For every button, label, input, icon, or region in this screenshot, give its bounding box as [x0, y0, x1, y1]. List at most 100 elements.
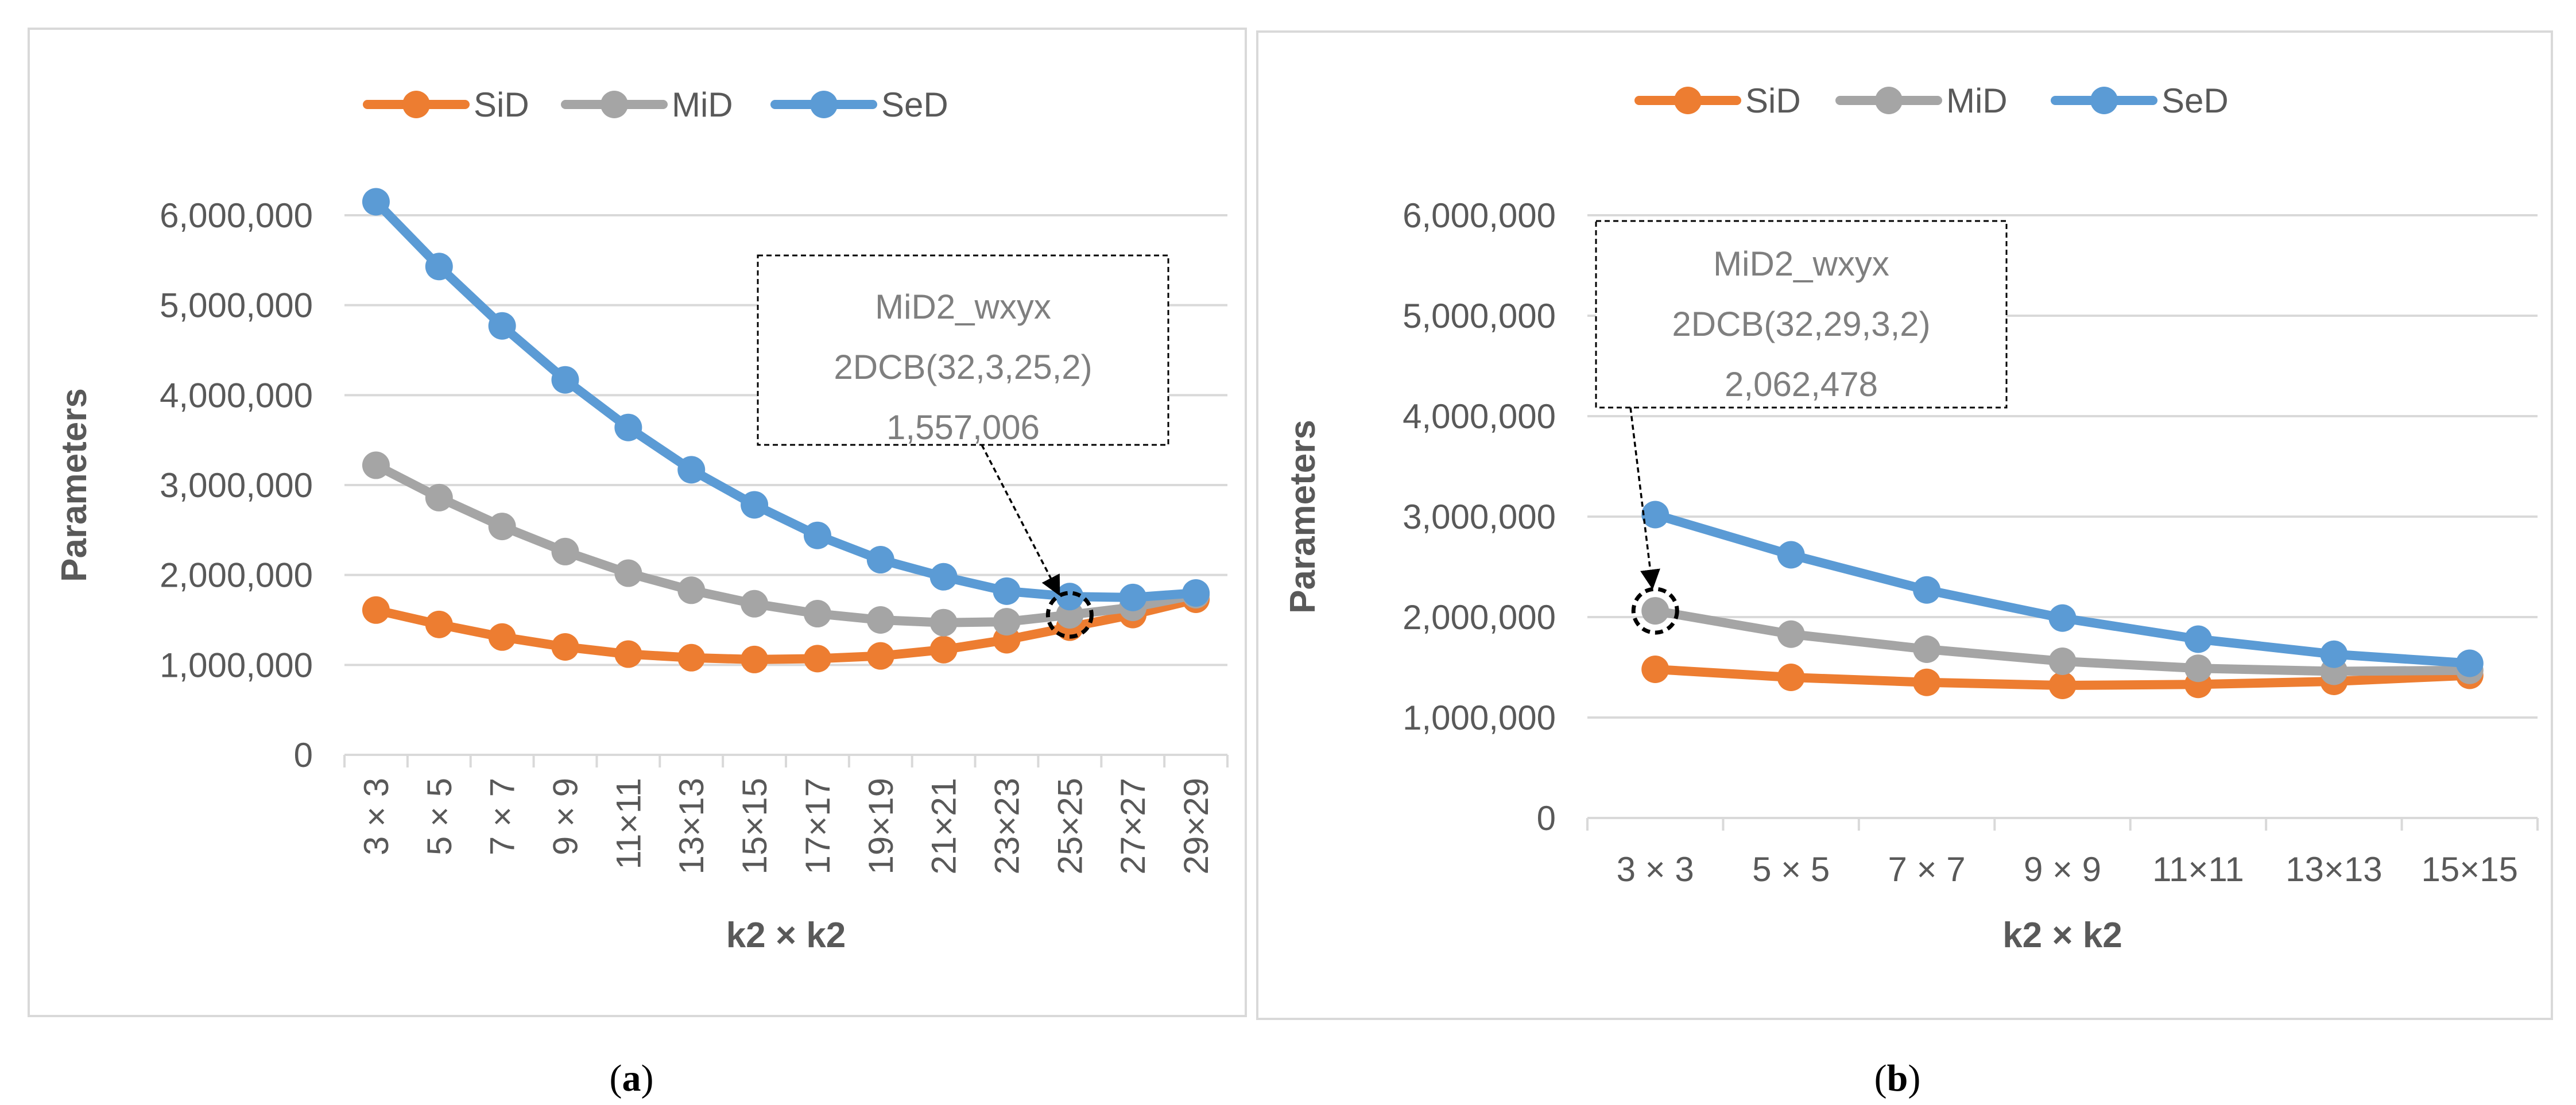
data-point-sed — [1641, 501, 1669, 529]
x-tick-label: 9 × 9 — [547, 778, 585, 855]
x-tick-label: 21×21 — [925, 778, 963, 875]
annotation-line: 2DCB(32,3,25,2) — [834, 348, 1092, 386]
annotation-box — [1595, 220, 2008, 409]
y-tick-label: 5,000,000 — [1403, 297, 1556, 335]
data-point-sed — [929, 563, 958, 591]
caption-a: (a) — [610, 1057, 654, 1099]
x-tick-label: 5 × 5 — [420, 778, 459, 855]
data-point-sed — [362, 188, 390, 216]
x-tick-label: 3 × 3 — [357, 778, 396, 855]
chart-a-frame — [28, 28, 1247, 1017]
data-point-sid — [1913, 668, 1941, 696]
data-point-sed — [488, 312, 516, 340]
annotation-line: 1,557,006 — [886, 408, 1040, 447]
legend-marker-sed — [2090, 87, 2118, 114]
x-tick-label: 9 × 9 — [2024, 850, 2101, 889]
data-point-sed — [677, 456, 706, 484]
x-tick-label: 5 × 5 — [1752, 850, 1830, 889]
legend-marker-sid — [402, 91, 430, 118]
data-point-mid — [425, 483, 453, 511]
x-tick-label: 25×25 — [1051, 778, 1089, 875]
x-axis-label: k2 × k2 — [2002, 916, 2122, 955]
legend-marker-mid — [1875, 87, 1903, 114]
y-tick-label: 3,000,000 — [1403, 498, 1556, 536]
chart-panel-b: 0 1,000,000 2,000,000 3,000,000 4,000,000 5,0… — [1256, 30, 2553, 1020]
data-point-mid — [866, 606, 894, 634]
data-point-sed — [2184, 625, 2212, 653]
data-point-sid — [1641, 656, 1669, 683]
annotation-arrow — [981, 444, 1060, 596]
data-point-sid — [614, 640, 642, 668]
y-tick-label: 5,000,000 — [160, 286, 313, 325]
data-point-mid — [741, 590, 769, 618]
x-tick-label: 15×15 — [735, 778, 774, 875]
legend-label-sid: SiD — [1745, 82, 1801, 120]
data-point-sed — [803, 521, 831, 549]
legend-label-sed: SeD — [2161, 82, 2229, 120]
x-tick-label: 11×11 — [609, 778, 648, 870]
y-tick-label: 2,000,000 — [160, 556, 313, 595]
data-point-sed — [1913, 576, 1941, 604]
data-point-sid — [929, 635, 958, 664]
data-point-sed — [425, 253, 453, 281]
data-point-mid — [2184, 654, 2212, 683]
legend-label-mid: MiD — [672, 86, 733, 124]
highlight-circle — [1045, 591, 1094, 639]
data-point-mid — [488, 513, 516, 541]
x-tick-label: 13×13 — [2286, 850, 2383, 889]
x-tick-label: 7 × 7 — [1888, 850, 1966, 889]
y-tick-label: 6,000,000 — [1403, 196, 1556, 235]
data-point-sed — [1777, 541, 1805, 569]
chart-panel-a: 0 1,000,000 2,000,000 3,000,000 4,000,000 5,0… — [28, 28, 1247, 1017]
data-point-mid — [993, 608, 1021, 636]
legend-label-mid: MiD — [1946, 82, 2008, 120]
data-point-sid — [425, 610, 453, 638]
x-tick-label: 7 × 7 — [483, 778, 522, 855]
data-point-sid — [866, 642, 894, 670]
x-tick-label: 29×29 — [1177, 778, 1215, 875]
data-point-sed — [741, 491, 769, 519]
annotation-line: 2DCB(32,29,3,2) — [1672, 305, 1930, 343]
chart-b-frame — [1256, 30, 2553, 1020]
data-point-sed — [866, 546, 894, 574]
data-point-sid — [488, 623, 516, 651]
data-point-sid — [2048, 672, 2077, 699]
y-tick-label: 4,000,000 — [1403, 397, 1556, 436]
data-point-mid — [1641, 597, 1669, 625]
data-point-mid — [2048, 648, 2077, 675]
highlight-circle — [1631, 587, 1679, 635]
data-point-sed — [2320, 640, 2348, 668]
y-tick-label: 3,000,000 — [160, 466, 313, 505]
y-tick-label: 0 — [294, 736, 313, 774]
data-point-mid — [362, 451, 390, 479]
caption-b: (b) — [1874, 1057, 1921, 1099]
data-point-sid — [551, 633, 579, 661]
x-tick-label: 27×27 — [1114, 778, 1152, 875]
data-point-sed — [1119, 583, 1147, 611]
data-point-mid — [1777, 620, 1805, 648]
data-point-sed — [551, 366, 579, 394]
data-point-mid — [677, 576, 706, 604]
legend-marker-sid — [1674, 87, 1702, 114]
data-point-sed — [1056, 583, 1084, 611]
y-tick-label: 6,000,000 — [160, 196, 313, 235]
data-point-sed — [1182, 579, 1210, 607]
data-point-mid — [929, 608, 958, 637]
data-point-sed — [993, 577, 1021, 605]
y-tick-label: 2,000,000 — [1403, 598, 1556, 637]
x-axis-label: k2 × k2 — [726, 916, 846, 955]
data-point-sid — [677, 643, 706, 672]
annotation-line: 2,062,478 — [1725, 365, 1878, 404]
y-tick-label: 1,000,000 — [160, 646, 313, 684]
x-tick-label: 17×17 — [799, 778, 837, 875]
data-point-sed — [614, 413, 642, 441]
x-tick-label: 23×23 — [988, 778, 1026, 875]
x-tick-label: 3 × 3 — [1617, 850, 1694, 889]
y-tick-label: 4,000,000 — [160, 376, 313, 414]
legend-label-sed: SeD — [881, 86, 948, 124]
data-point-sid — [741, 645, 769, 673]
annotation-arrow — [1629, 407, 1660, 590]
y-tick-label: 0 — [1537, 799, 1556, 838]
x-tick-label: 11×11 — [2152, 850, 2244, 889]
